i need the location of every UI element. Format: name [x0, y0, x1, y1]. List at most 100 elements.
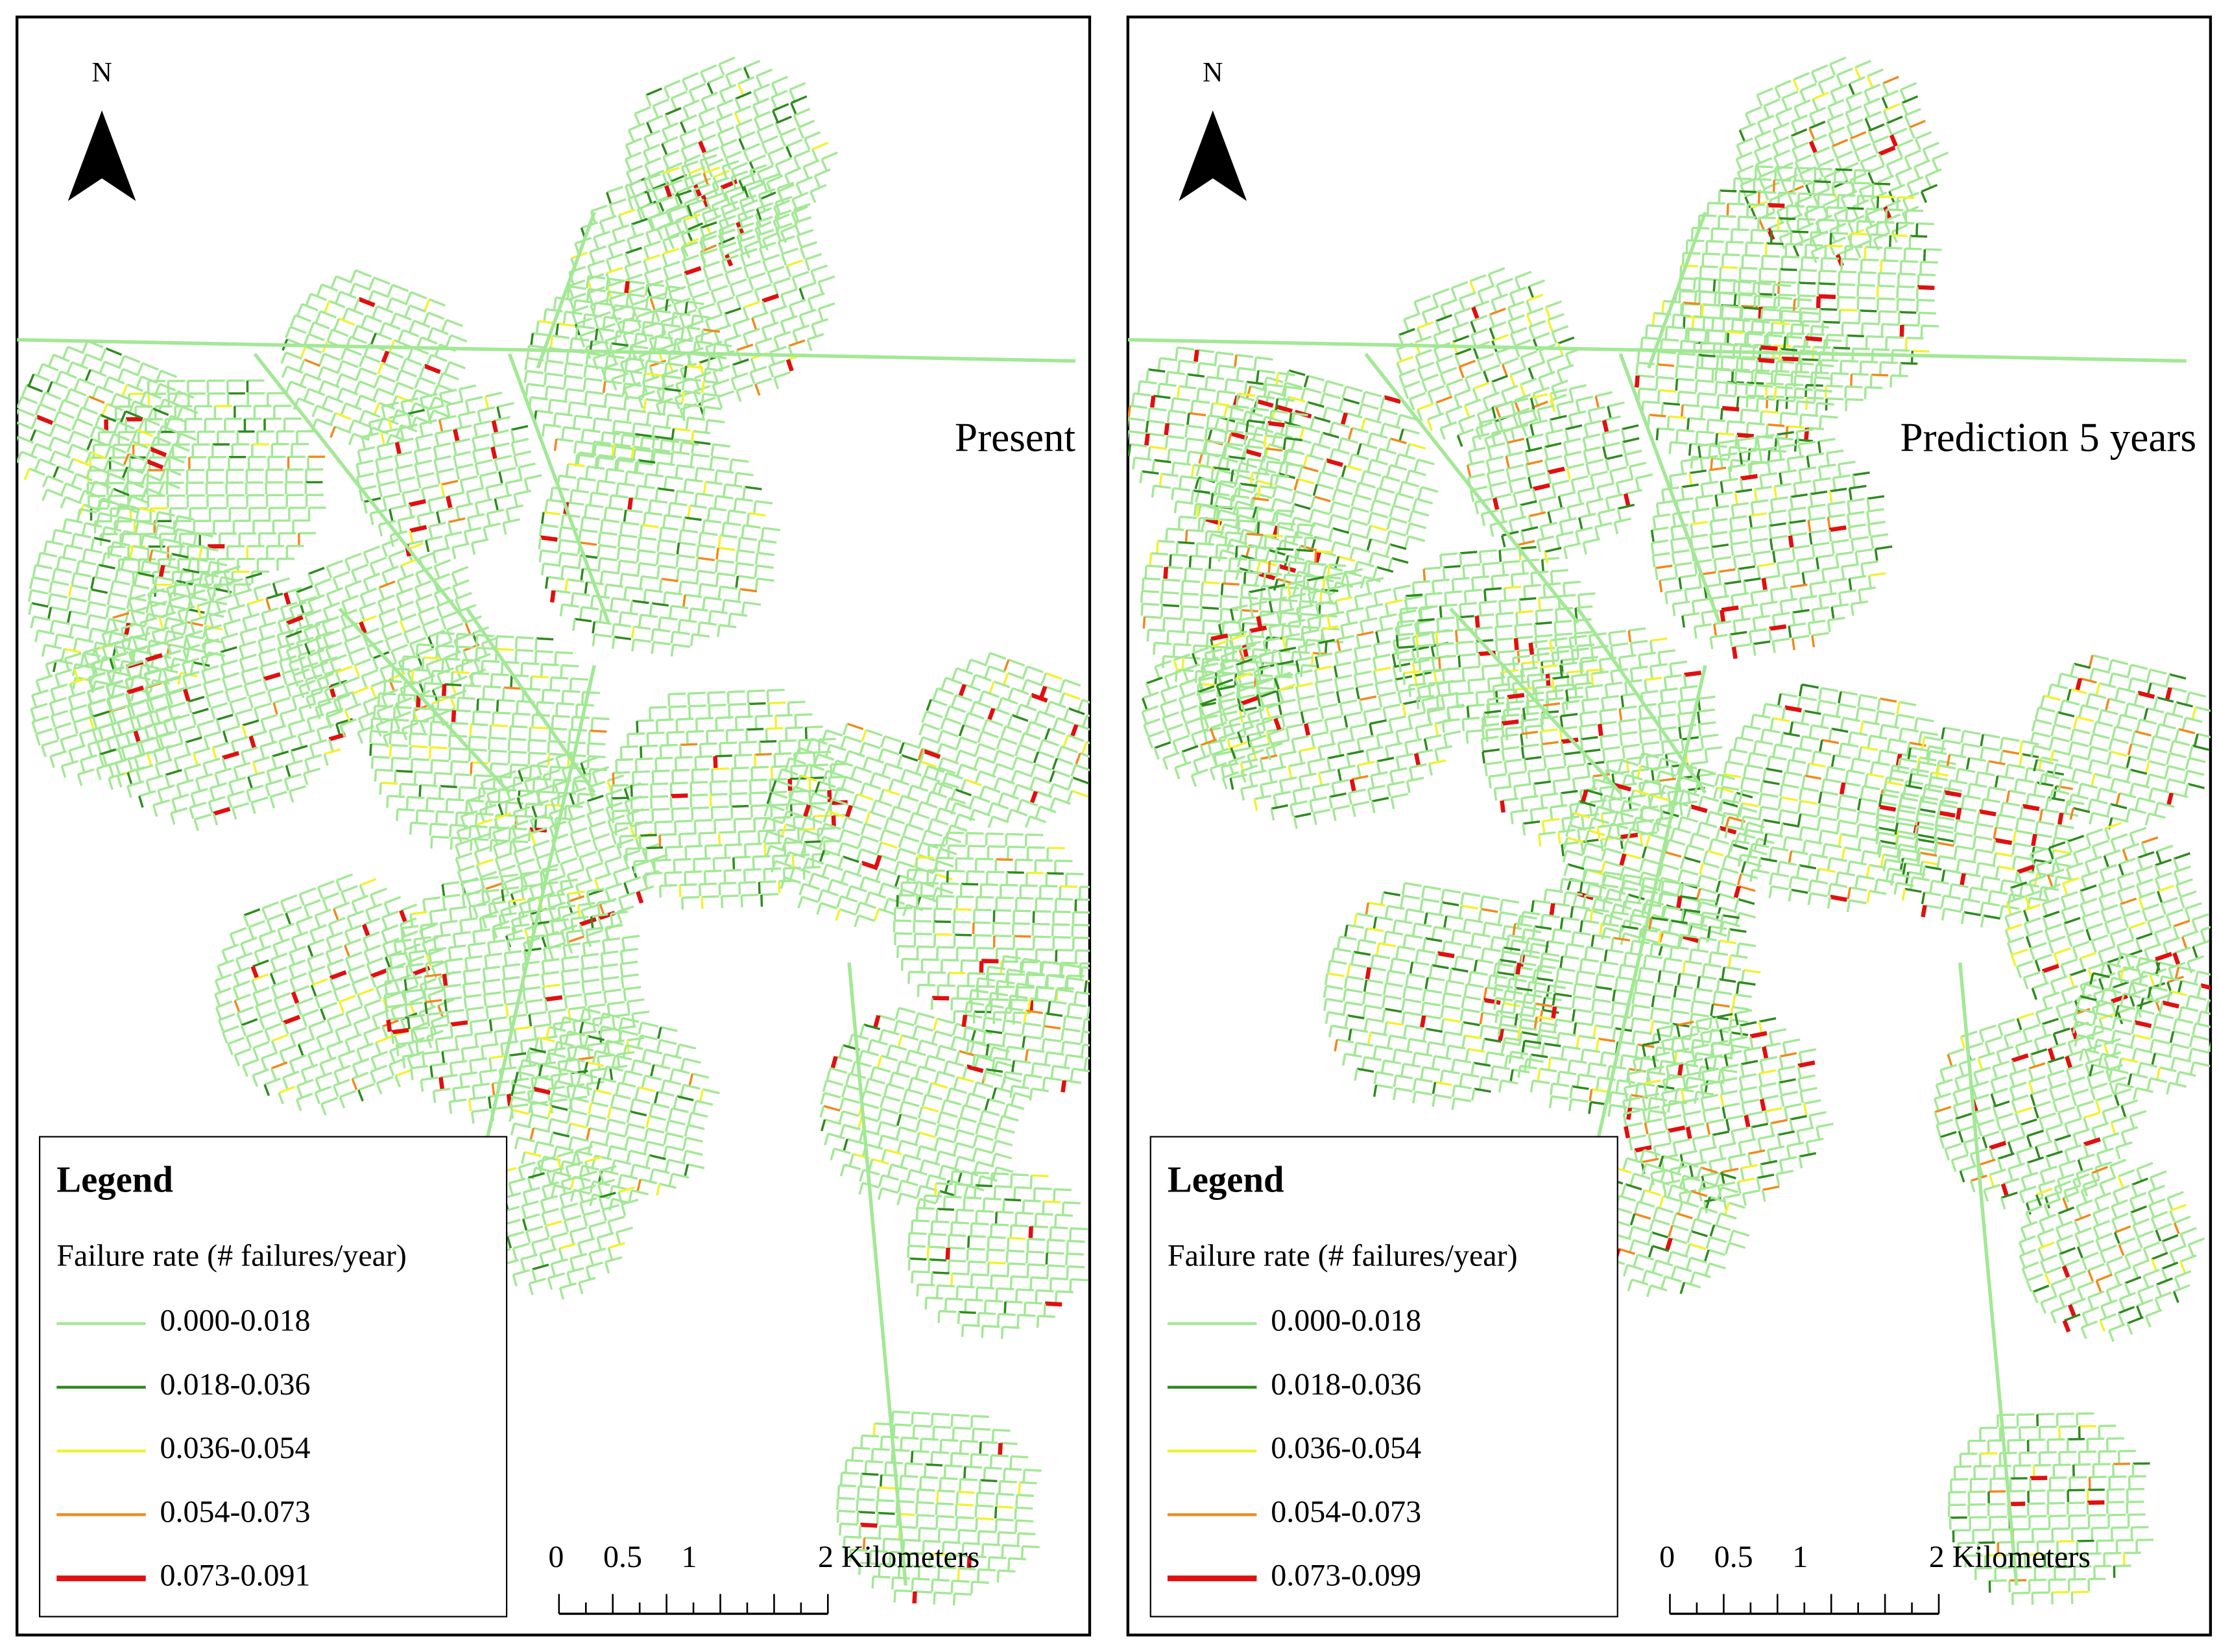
road	[326, 1019, 333, 1032]
road	[413, 939, 417, 952]
road	[826, 729, 843, 737]
road	[865, 811, 871, 824]
road	[946, 772, 963, 780]
road	[357, 987, 375, 996]
road	[605, 355, 609, 368]
road	[197, 719, 215, 727]
road	[263, 672, 281, 682]
road	[592, 634, 596, 647]
road	[586, 800, 592, 813]
road	[480, 782, 486, 795]
road	[298, 654, 304, 667]
road	[134, 521, 139, 533]
road	[490, 724, 508, 728]
road	[895, 906, 913, 910]
road	[575, 879, 593, 887]
road	[460, 917, 477, 922]
road	[315, 700, 332, 709]
road	[211, 702, 228, 710]
road	[297, 1044, 304, 1057]
road	[697, 622, 701, 635]
road	[532, 845, 538, 858]
road	[95, 564, 100, 577]
road	[440, 920, 458, 924]
road	[520, 1038, 538, 1042]
road	[585, 377, 603, 382]
road	[784, 167, 802, 176]
road	[658, 193, 675, 202]
road	[566, 388, 584, 392]
road	[206, 695, 211, 708]
road	[856, 862, 863, 875]
road	[296, 1003, 303, 1016]
road	[664, 374, 682, 379]
road	[51, 580, 69, 586]
road	[203, 758, 221, 765]
road	[162, 669, 169, 681]
road	[250, 730, 268, 737]
road	[771, 82, 778, 95]
road	[253, 1040, 270, 1049]
road	[647, 500, 652, 512]
road	[643, 130, 661, 139]
road	[46, 540, 64, 546]
road	[695, 557, 699, 570]
road	[870, 800, 877, 812]
road	[280, 900, 287, 913]
road	[133, 730, 141, 743]
road	[605, 379, 623, 385]
road	[753, 754, 757, 767]
road	[639, 536, 657, 541]
road	[448, 947, 452, 960]
road	[317, 672, 334, 681]
road	[85, 521, 102, 528]
road	[701, 91, 718, 101]
road	[489, 840, 493, 852]
road	[719, 743, 722, 756]
road	[88, 628, 93, 641]
road	[902, 824, 909, 836]
road	[642, 373, 646, 386]
road	[769, 359, 786, 367]
road	[236, 1012, 243, 1025]
road	[603, 431, 621, 436]
road	[631, 423, 636, 436]
road	[582, 314, 586, 326]
road	[594, 633, 612, 638]
road	[698, 140, 707, 154]
road	[306, 690, 323, 699]
road	[580, 568, 584, 581]
road	[804, 843, 822, 851]
road	[680, 529, 699, 534]
road	[754, 110, 771, 120]
road	[955, 693, 973, 702]
road	[647, 280, 664, 288]
road	[186, 621, 204, 627]
road	[693, 189, 699, 202]
road	[750, 366, 767, 374]
road	[614, 623, 631, 628]
road	[1080, 962, 1090, 965]
road	[58, 400, 65, 412]
road	[550, 799, 557, 811]
road	[23, 468, 30, 481]
road	[608, 1001, 625, 1005]
road	[370, 756, 374, 769]
road	[492, 832, 499, 844]
road	[718, 64, 725, 76]
road	[976, 896, 994, 899]
road	[804, 138, 811, 150]
road	[451, 572, 458, 585]
road	[570, 293, 586, 300]
road	[383, 937, 400, 946]
road	[795, 216, 812, 224]
road	[484, 685, 501, 689]
road	[628, 191, 645, 200]
road	[841, 895, 858, 903]
road	[422, 625, 429, 637]
road	[915, 761, 922, 774]
road	[469, 903, 487, 908]
road	[18, 408, 35, 417]
road	[120, 505, 138, 514]
road	[210, 560, 228, 567]
